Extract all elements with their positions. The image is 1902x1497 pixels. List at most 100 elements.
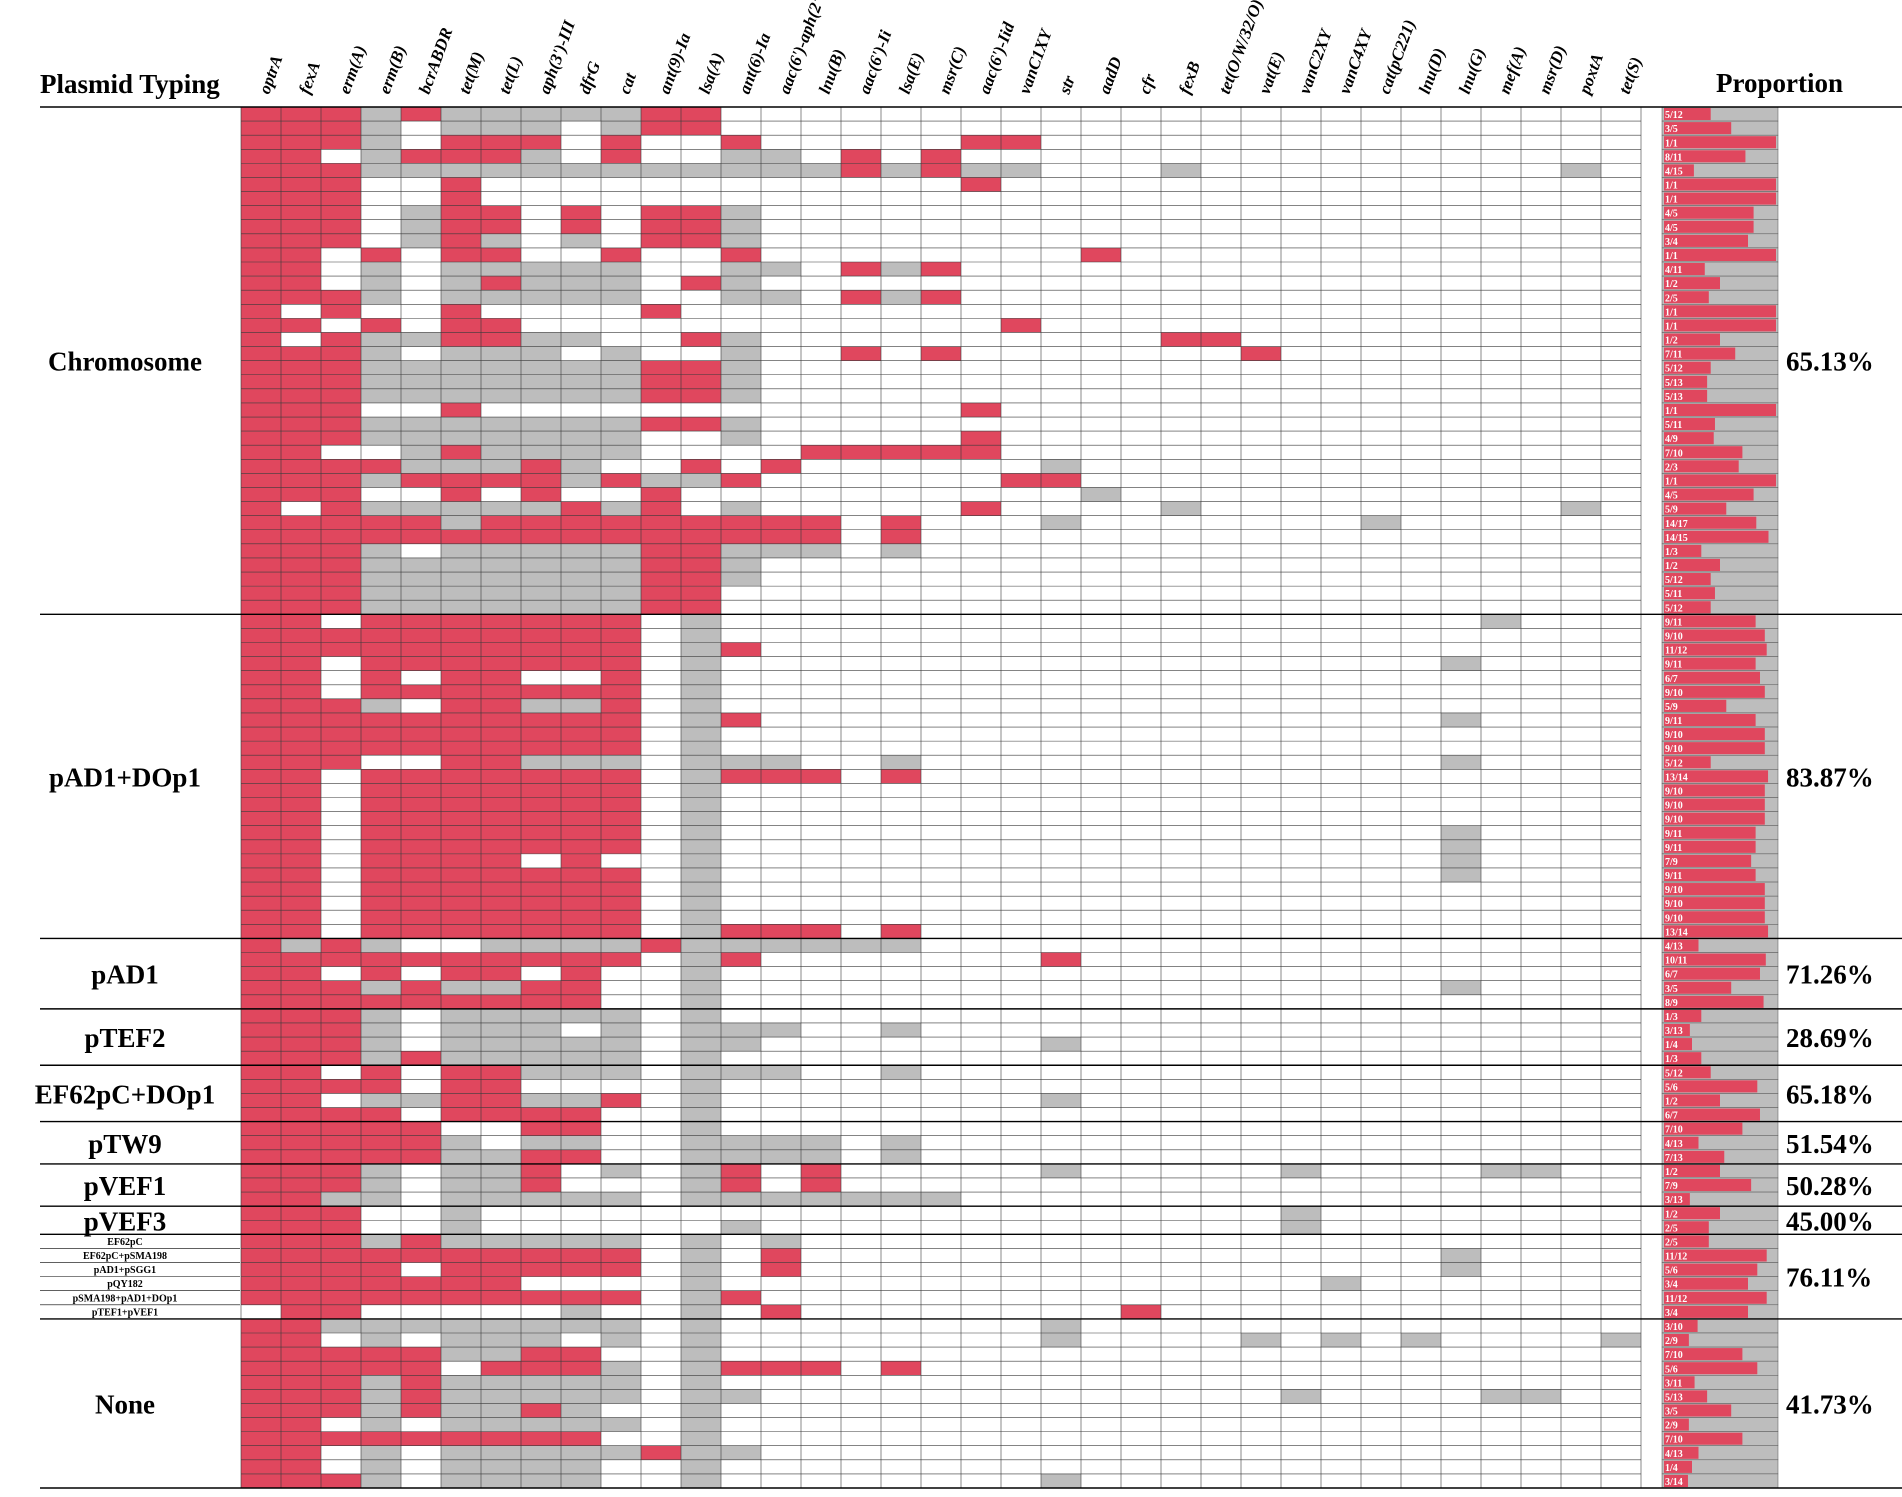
- heatmap-cell: [921, 1248, 961, 1263]
- heatmap-cell: [1321, 910, 1361, 925]
- heatmap-cell: [801, 783, 841, 798]
- group-label: pTEF1+pVEF1: [92, 1307, 158, 1318]
- heatmap-cell: [441, 1234, 481, 1249]
- heatmap-cell: [281, 938, 321, 953]
- heatmap-cell: [481, 769, 521, 784]
- heatmap-cell: [1521, 1135, 1561, 1150]
- proportion-bar: [1664, 1193, 1690, 1206]
- gene-label: fexB: [1175, 59, 1204, 97]
- heatmap-cell: [801, 825, 841, 840]
- heatmap-cell: [321, 177, 361, 192]
- proportion-fraction: 1/1: [1665, 195, 1678, 206]
- heatmap-cell: [1281, 980, 1321, 995]
- heatmap-cell: [1561, 1107, 1601, 1122]
- heatmap-cell: [1121, 1121, 1161, 1136]
- heatmap-cell: [361, 727, 401, 742]
- heatmap-cell: [1521, 402, 1561, 418]
- heatmap-cell: [281, 487, 321, 502]
- heatmap-cell: [681, 980, 721, 995]
- heatmap-cell: [521, 177, 561, 192]
- heatmap-cell: [961, 388, 1001, 403]
- heatmap-cell: [721, 1361, 761, 1376]
- heatmap-cell: [1081, 628, 1121, 643]
- heatmap-cell: [1241, 614, 1281, 629]
- heatmap-cell: [561, 290, 601, 305]
- heatmap-cell: [1241, 1177, 1281, 1193]
- heatmap-cell: [561, 882, 601, 897]
- heatmap-cell: [561, 445, 601, 460]
- heatmap-cell: [441, 1248, 481, 1263]
- heatmap-cell: [761, 980, 801, 995]
- heatmap-cell: [641, 1290, 681, 1305]
- heatmap-cell: [1361, 247, 1401, 263]
- heatmap-cell: [881, 684, 921, 699]
- heatmap-cell: [441, 811, 481, 826]
- proportion-bar: [1664, 1376, 1695, 1389]
- heatmap-cell: [721, 670, 761, 685]
- heatmap-cell: [561, 374, 601, 389]
- heatmap-cell: [1161, 107, 1201, 122]
- heatmap-cell: [1121, 1037, 1161, 1052]
- heatmap-cell: [721, 290, 761, 305]
- heatmap-cell: [761, 1022, 801, 1038]
- heatmap-cell: [1561, 247, 1601, 263]
- heatmap-cell: [241, 1445, 281, 1460]
- heatmap-cell: [1281, 177, 1321, 192]
- heatmap-cell: [681, 121, 721, 136]
- heatmap-cell: [1121, 1276, 1161, 1291]
- heatmap-cell: [921, 1192, 961, 1207]
- heatmap-cell: [1241, 882, 1281, 897]
- heatmap-cell: [281, 191, 321, 206]
- heatmap-cell: [361, 1473, 401, 1488]
- proportion-bar: [1664, 854, 1752, 867]
- heatmap-cell: [841, 487, 881, 502]
- heatmap-cell: [241, 1206, 281, 1221]
- heatmap-cell: [1561, 1375, 1601, 1390]
- heatmap-cell: [1201, 1332, 1241, 1348]
- heatmap-cell: [721, 107, 761, 122]
- heatmap-cell: [1121, 1248, 1161, 1263]
- heatmap-cell: [1481, 1459, 1521, 1474]
- heatmap-cell: [1281, 1459, 1321, 1474]
- heatmap-cell: [1561, 867, 1601, 883]
- heatmap-cell: [761, 684, 801, 699]
- proportion-bar: [1664, 488, 1754, 501]
- heatmap-cell: [681, 1375, 721, 1390]
- heatmap-cell: [921, 938, 961, 953]
- heatmap-cell: [1081, 684, 1121, 699]
- heatmap-cell: [1561, 1093, 1601, 1108]
- heatmap-cell: [1521, 1431, 1561, 1446]
- heatmap-cell: [1121, 839, 1161, 854]
- heatmap-cell: [881, 1192, 921, 1207]
- heatmap-cell: [281, 712, 321, 728]
- heatmap-cell: [1561, 1121, 1601, 1136]
- heatmap-cell: [441, 952, 481, 967]
- heatmap-cell: [1081, 177, 1121, 192]
- heatmap-cell: [241, 417, 281, 432]
- heatmap-cell: [1441, 318, 1481, 333]
- heatmap-cell: [1001, 1135, 1041, 1150]
- heatmap-cell: [881, 952, 921, 967]
- heatmap-cell: [841, 1332, 881, 1348]
- heatmap-cell: [521, 247, 561, 263]
- heatmap-cell: [1201, 388, 1241, 403]
- heatmap-cell: [1201, 712, 1241, 728]
- heatmap-cell: [1481, 515, 1521, 530]
- heatmap-cell: [1201, 938, 1241, 953]
- heatmap-cell: [1121, 572, 1161, 587]
- heatmap-cell: [481, 543, 521, 558]
- heatmap-cell: [1481, 1473, 1521, 1488]
- heatmap-cell: [921, 332, 961, 347]
- proportion-bar: [1664, 234, 1748, 247]
- heatmap-cell: [841, 1347, 881, 1362]
- heatmap-cell: [321, 1276, 361, 1291]
- heatmap-cell: [1561, 501, 1601, 516]
- heatmap-cell: [1281, 600, 1321, 615]
- heatmap-cell: [361, 1417, 401, 1432]
- heatmap-cell: [1041, 557, 1081, 573]
- gene-label: msr(C): [935, 44, 970, 97]
- heatmap-cell: [921, 318, 961, 333]
- heatmap-cell: [761, 445, 801, 460]
- heatmap-cell: [1321, 755, 1361, 770]
- heatmap-cell: [1321, 1262, 1361, 1277]
